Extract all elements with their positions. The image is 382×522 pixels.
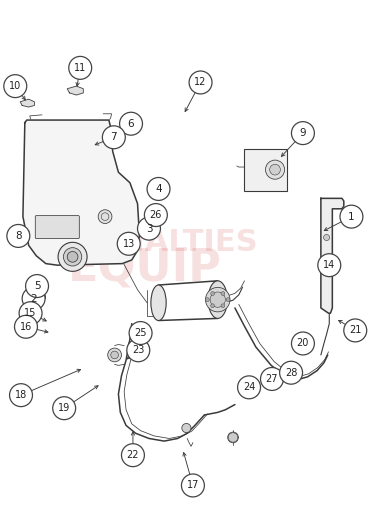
Circle shape bbox=[221, 292, 225, 295]
Circle shape bbox=[121, 444, 144, 467]
Circle shape bbox=[98, 210, 112, 223]
Text: 2: 2 bbox=[30, 293, 37, 304]
Circle shape bbox=[19, 302, 42, 325]
Circle shape bbox=[206, 298, 209, 302]
Circle shape bbox=[147, 177, 170, 200]
Text: 26: 26 bbox=[150, 210, 162, 220]
Circle shape bbox=[270, 164, 280, 175]
Ellipse shape bbox=[151, 285, 166, 321]
Text: 5: 5 bbox=[34, 281, 40, 291]
Circle shape bbox=[111, 351, 118, 359]
Circle shape bbox=[211, 304, 215, 307]
Circle shape bbox=[58, 242, 87, 271]
FancyBboxPatch shape bbox=[35, 216, 79, 239]
Circle shape bbox=[181, 474, 204, 497]
Circle shape bbox=[344, 319, 367, 342]
Circle shape bbox=[102, 126, 125, 149]
Text: 12: 12 bbox=[194, 77, 207, 88]
Circle shape bbox=[7, 224, 30, 247]
Circle shape bbox=[221, 304, 225, 307]
Text: 8: 8 bbox=[15, 231, 22, 241]
Polygon shape bbox=[23, 120, 139, 265]
Text: 18: 18 bbox=[15, 390, 27, 400]
Circle shape bbox=[189, 71, 212, 94]
Text: 16: 16 bbox=[20, 322, 32, 332]
Circle shape bbox=[10, 384, 32, 407]
Circle shape bbox=[53, 397, 76, 420]
Text: 19: 19 bbox=[58, 403, 70, 413]
Text: 22: 22 bbox=[127, 450, 139, 460]
Circle shape bbox=[261, 367, 283, 390]
Text: 21: 21 bbox=[349, 325, 361, 336]
Ellipse shape bbox=[208, 281, 227, 318]
Text: 15: 15 bbox=[24, 308, 37, 318]
Text: SPECIALTIES: SPECIALTIES bbox=[47, 228, 259, 257]
Text: 4: 4 bbox=[155, 184, 162, 194]
Circle shape bbox=[340, 205, 363, 228]
Circle shape bbox=[238, 376, 261, 399]
Circle shape bbox=[210, 292, 225, 307]
Circle shape bbox=[4, 75, 27, 98]
Text: 9: 9 bbox=[299, 128, 306, 138]
Text: 27: 27 bbox=[266, 374, 278, 384]
Circle shape bbox=[228, 432, 238, 443]
Circle shape bbox=[26, 275, 49, 298]
Text: 1: 1 bbox=[348, 211, 355, 222]
Circle shape bbox=[63, 247, 82, 266]
Circle shape bbox=[265, 160, 285, 179]
Circle shape bbox=[211, 292, 215, 295]
Circle shape bbox=[324, 258, 330, 264]
Circle shape bbox=[144, 204, 167, 227]
Circle shape bbox=[120, 112, 142, 135]
Text: EQUIP: EQUIP bbox=[68, 247, 222, 290]
Circle shape bbox=[324, 234, 330, 241]
Circle shape bbox=[280, 361, 303, 384]
Circle shape bbox=[108, 348, 121, 362]
Text: 28: 28 bbox=[285, 367, 297, 378]
Circle shape bbox=[127, 339, 150, 362]
Circle shape bbox=[69, 56, 92, 79]
Text: 13: 13 bbox=[123, 239, 135, 249]
Circle shape bbox=[182, 423, 191, 433]
Circle shape bbox=[129, 322, 152, 345]
Text: 14: 14 bbox=[323, 260, 335, 270]
Circle shape bbox=[318, 254, 341, 277]
Text: 6: 6 bbox=[128, 118, 134, 129]
Text: 17: 17 bbox=[187, 480, 199, 491]
Text: 7: 7 bbox=[110, 132, 117, 143]
Ellipse shape bbox=[228, 433, 238, 442]
Circle shape bbox=[226, 298, 230, 302]
Circle shape bbox=[138, 217, 160, 240]
Circle shape bbox=[291, 122, 314, 145]
Text: 23: 23 bbox=[132, 345, 144, 355]
Circle shape bbox=[117, 232, 140, 255]
Circle shape bbox=[67, 252, 78, 262]
Text: 3: 3 bbox=[146, 223, 152, 234]
Text: 25: 25 bbox=[134, 328, 147, 338]
Polygon shape bbox=[20, 99, 34, 107]
Bar bbox=[244, 149, 286, 191]
Text: 20: 20 bbox=[297, 338, 309, 349]
Polygon shape bbox=[321, 198, 344, 313]
Circle shape bbox=[206, 288, 230, 312]
Circle shape bbox=[291, 332, 314, 355]
Text: 10: 10 bbox=[9, 81, 21, 91]
Circle shape bbox=[15, 315, 37, 338]
Text: 11: 11 bbox=[74, 63, 86, 73]
Circle shape bbox=[22, 287, 45, 310]
Text: 24: 24 bbox=[243, 382, 255, 393]
Polygon shape bbox=[67, 86, 83, 95]
